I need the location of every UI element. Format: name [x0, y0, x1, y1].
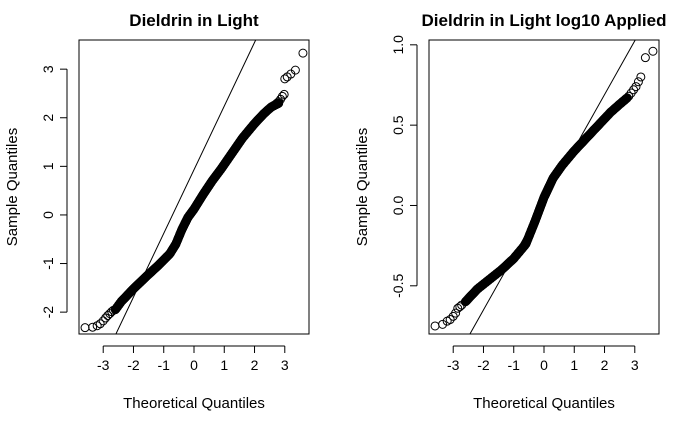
- data-point: [448, 311, 458, 321]
- x-tick-label: 1: [570, 357, 578, 373]
- y-tick-label: 0.0: [390, 196, 406, 216]
- chart-title: Dieldrin in Light log10 Applied: [422, 11, 667, 30]
- y-tick-label: 0: [40, 211, 56, 219]
- x-tick-label: 0: [540, 357, 548, 373]
- plot-frame: [78, 39, 310, 335]
- chart-panel-1: Dieldrin in Light Theoretical Quantiles Sa…: [4, 11, 310, 412]
- data-point: [636, 72, 646, 82]
- x-tick-label: -3: [97, 357, 110, 373]
- x-tick-label: 0: [190, 357, 198, 373]
- data-point: [88, 322, 98, 332]
- data-point: [430, 321, 440, 331]
- data-point: [457, 300, 467, 310]
- data-point: [640, 53, 650, 63]
- y-tick-label: 1: [40, 162, 56, 170]
- data-point: [445, 315, 455, 325]
- data-point: [95, 319, 105, 329]
- data-point: [277, 91, 287, 101]
- x-axis-label: Theoretical Quantiles: [473, 395, 615, 412]
- data-point: [80, 323, 90, 333]
- data-point: [92, 321, 102, 331]
- y-tick-label: -1: [40, 257, 56, 270]
- plot-area: [80, 40, 308, 334]
- data-point: [451, 308, 461, 318]
- y-axis-label: Sample Quantiles: [354, 128, 371, 246]
- data-point: [290, 65, 300, 75]
- y-tick-label: -2: [40, 306, 56, 319]
- x-tick-label: -2: [477, 357, 490, 373]
- qq-reference-line: [115, 40, 257, 334]
- x-tick-label: -3: [447, 357, 460, 373]
- x-tick-label: -1: [158, 357, 171, 373]
- y-tick-label: 0.5: [390, 115, 406, 135]
- data-point: [626, 88, 636, 98]
- data-point: [438, 319, 448, 329]
- y-tick-label: 3: [40, 65, 56, 73]
- x-tick-label: 3: [281, 357, 289, 373]
- x-tick-label: 3: [631, 357, 639, 373]
- data-point: [109, 305, 118, 315]
- chart-panel-2: Dieldrin in Light log10 Applied Theoretic…: [354, 11, 667, 412]
- data-point: [280, 74, 290, 84]
- x-tick-label: 1: [220, 357, 228, 373]
- x-axis-label: Theoretical Quantiles: [123, 395, 265, 412]
- data-point: [455, 302, 465, 312]
- data-point: [624, 91, 634, 101]
- x-tick-label: -1: [508, 357, 521, 373]
- x-tick-label: 2: [601, 357, 609, 373]
- data-point: [629, 85, 639, 95]
- y-axis-label: Sample Quantiles: [4, 128, 21, 246]
- data-point: [107, 307, 117, 317]
- y-tick-label: 1.0: [390, 35, 406, 55]
- data-point: [279, 89, 289, 99]
- y-tick-label: -0.5: [390, 274, 406, 298]
- x-tick-label: 2: [251, 357, 259, 373]
- data-point: [298, 48, 308, 58]
- y-tick-label: 2: [40, 114, 56, 122]
- data-point: [648, 46, 658, 56]
- plot-frame: [428, 39, 660, 335]
- data-point: [631, 82, 641, 92]
- data-point: [633, 77, 643, 87]
- plot-area: [430, 40, 658, 334]
- data-point: [98, 316, 108, 326]
- x-tick-label: -2: [127, 357, 140, 373]
- chart-title: Dieldrin in Light: [129, 11, 259, 30]
